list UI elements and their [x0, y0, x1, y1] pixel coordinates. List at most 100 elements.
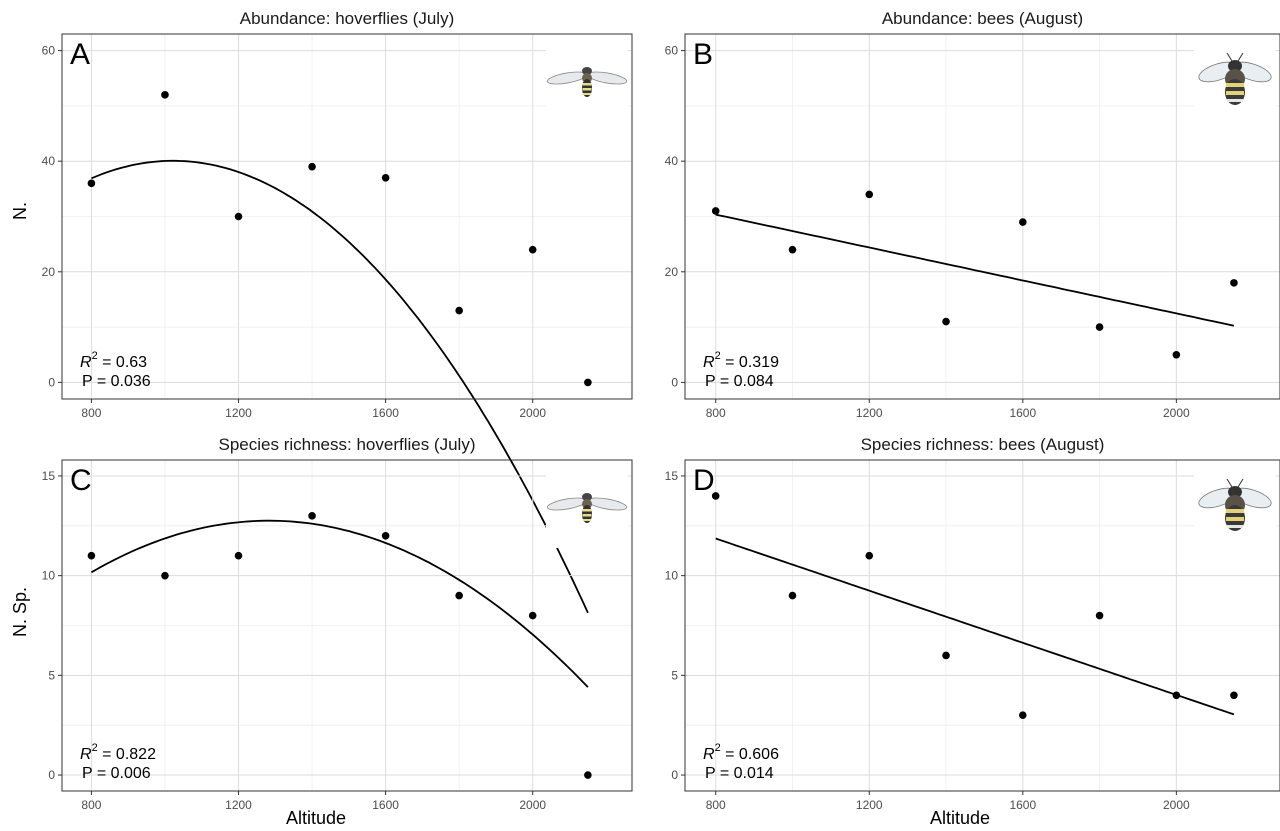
- data-point: [1019, 711, 1027, 720]
- x-tick-label: 2000: [1163, 798, 1190, 812]
- data-point: [455, 591, 463, 600]
- data-point: [711, 207, 720, 215]
- data-point: [381, 173, 390, 182]
- x-tick-label: 1200: [225, 406, 252, 420]
- data-point: [1230, 691, 1238, 700]
- data-point: [942, 651, 950, 660]
- x-tick-label: 800: [706, 406, 726, 420]
- panel-B: Abundance: bees (August) 800 1200 1600 2000 0…: [665, 9, 1280, 420]
- y-tick-label: 10: [665, 569, 679, 583]
- fit-line: [715, 213, 1235, 327]
- panel-border: [684, 459, 1280, 792]
- panel-D: Species richness: bees (August) 800 1200 16…: [665, 435, 1280, 812]
- data-point: [1095, 323, 1104, 331]
- r-squared-label: R2 = 0.606: [703, 742, 779, 763]
- x-tick-label: 1200: [856, 406, 883, 420]
- y-axis-label-bottom: N. Sp.: [10, 587, 30, 637]
- y-tick-label: 40: [665, 154, 679, 168]
- x-tick-label: 2000: [519, 798, 546, 812]
- data-point: [1095, 611, 1104, 620]
- x-tick-label: 1600: [372, 406, 399, 420]
- panel-letter: C: [70, 464, 92, 497]
- data-point: [1230, 279, 1238, 287]
- y-tick-label: 60: [42, 44, 56, 58]
- x-axis-label-left: Altitude: [286, 808, 346, 828]
- data-point: [161, 571, 169, 580]
- data-point: [788, 591, 797, 600]
- hoverfly-icon: [545, 464, 629, 548]
- x-tick-label: 1200: [225, 798, 252, 812]
- y-tick-label: 15: [665, 469, 679, 483]
- data-point: [528, 245, 537, 254]
- hoverfly-icon: [545, 38, 629, 122]
- bumblebee-icon: [1194, 38, 1276, 122]
- data-point: [161, 91, 169, 99]
- r-squared-label: R2 = 0.319: [703, 350, 779, 371]
- y-tick-label: 15: [42, 469, 56, 483]
- y-tick-label: 0: [48, 375, 55, 389]
- panel-title: Abundance: hoverflies (July): [240, 9, 455, 28]
- data-point: [942, 317, 950, 326]
- panel-title: Abundance: bees (August): [882, 9, 1083, 28]
- data-point: [788, 245, 797, 254]
- data-point: [87, 179, 96, 188]
- fit-line: [90, 519, 589, 688]
- data-point: [308, 512, 316, 520]
- data-point: [234, 551, 243, 560]
- x-tick-label: 2000: [1163, 406, 1190, 420]
- fit-line: [715, 537, 1235, 716]
- y-tick-label: 0: [48, 768, 55, 782]
- x-tick-label: 2000: [519, 406, 546, 420]
- data-point: [584, 771, 592, 779]
- panel-title: Species richness: bees (August): [861, 435, 1105, 454]
- x-tick-label: 1600: [372, 798, 399, 812]
- panel-letter: D: [693, 464, 715, 497]
- data-point: [1172, 691, 1181, 700]
- panel-border: [61, 33, 633, 400]
- fit-line: [91, 159, 589, 614]
- p-value-label: P = 0.036: [82, 373, 151, 390]
- r-squared-label: R2 = 0.63: [80, 350, 147, 371]
- panel-title: Species richness: hoverflies (July): [219, 435, 476, 454]
- y-tick-label: 20: [665, 265, 679, 279]
- bumblebee-icon: [1194, 464, 1276, 548]
- x-tick-label: 800: [81, 406, 101, 420]
- y-tick-label: 40: [42, 154, 56, 168]
- x-tick-label: 1600: [1009, 406, 1036, 420]
- p-value-label: P = 0.006: [82, 765, 151, 782]
- panel-border: [684, 33, 1280, 400]
- data-point: [865, 190, 874, 199]
- data-point: [234, 212, 243, 221]
- data-point: [1172, 350, 1181, 359]
- x-tick-label: 1600: [1009, 798, 1036, 812]
- panel-C: Species richness: hoverflies (July) 800 12…: [42, 435, 633, 812]
- panel-letter: A: [70, 38, 90, 71]
- panel-A: Abundance: hoverflies (July) 800 1200 1600 2…: [42, 9, 633, 614]
- panel-border: [61, 459, 633, 792]
- data-point: [455, 306, 463, 315]
- data-point: [381, 531, 390, 540]
- y-tick-label: 5: [671, 668, 678, 682]
- data-point: [865, 551, 874, 560]
- p-value-label: P = 0.014: [705, 765, 774, 782]
- data-point: [528, 611, 537, 620]
- y-tick-label: 10: [42, 569, 56, 583]
- x-tick-label: 800: [706, 798, 726, 812]
- y-axis-label-top: N.: [10, 202, 30, 220]
- x-axis-label-right: Altitude: [930, 808, 990, 828]
- x-tick-label: 800: [81, 798, 101, 812]
- panel-letter: B: [693, 38, 713, 71]
- y-tick-label: 0: [671, 375, 678, 389]
- y-tick-label: 20: [42, 265, 56, 279]
- data-point: [87, 551, 96, 560]
- data-point: [584, 378, 592, 387]
- y-tick-label: 0: [671, 768, 678, 782]
- p-value-label: P = 0.084: [705, 373, 774, 390]
- r-squared-label: R2 = 0.822: [80, 742, 156, 763]
- y-tick-label: 5: [48, 668, 55, 682]
- x-tick-label: 1200: [856, 798, 883, 812]
- y-tick-label: 60: [665, 44, 679, 58]
- data-point: [308, 162, 316, 171]
- data-point: [1019, 218, 1027, 226]
